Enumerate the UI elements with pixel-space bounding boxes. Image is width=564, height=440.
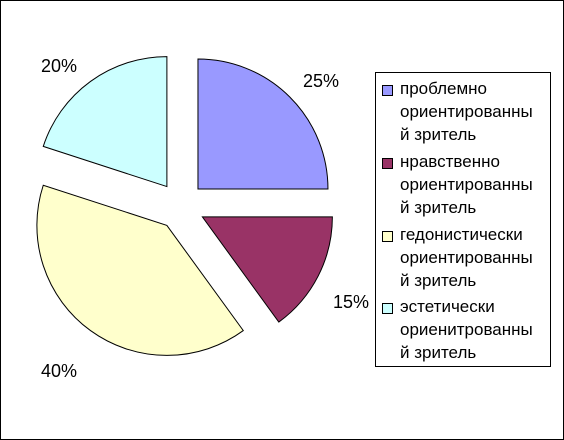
- legend-swatch-hedonistic: [382, 231, 393, 242]
- pie-slice-hedonistic: [36, 184, 245, 356]
- value-label-hedonistic: 40%: [41, 361, 77, 381]
- legend-label-problem: проблемно ориентированны й зритель: [400, 79, 533, 144]
- value-label-problem: 25%: [303, 71, 339, 91]
- pie-value-labels: 25% 15% 40% 20%: [41, 56, 369, 381]
- legend-label-aesthetic: эстетически ориенитрованны й зритель: [400, 297, 533, 362]
- pie-slice-aesthetic: [42, 56, 168, 188]
- legend-swatch-problem: [382, 85, 393, 96]
- pie-slice-problem: [197, 58, 329, 190]
- value-label-aesthetic: 20%: [41, 56, 77, 76]
- pie-slice-moral: [201, 216, 333, 323]
- pie-slices: [36, 56, 333, 356]
- value-label-moral: 15%: [333, 292, 369, 312]
- legend-swatch-aesthetic: [382, 303, 393, 314]
- legend-label-moral: нравственно ориентированны й зритель: [400, 152, 533, 217]
- legend-swatch-moral: [382, 158, 393, 169]
- legend: проблемно ориентированны й зритель нравс…: [375, 72, 551, 367]
- legend-label-hedonistic: гедонистически ориентированны й зритель: [400, 225, 533, 290]
